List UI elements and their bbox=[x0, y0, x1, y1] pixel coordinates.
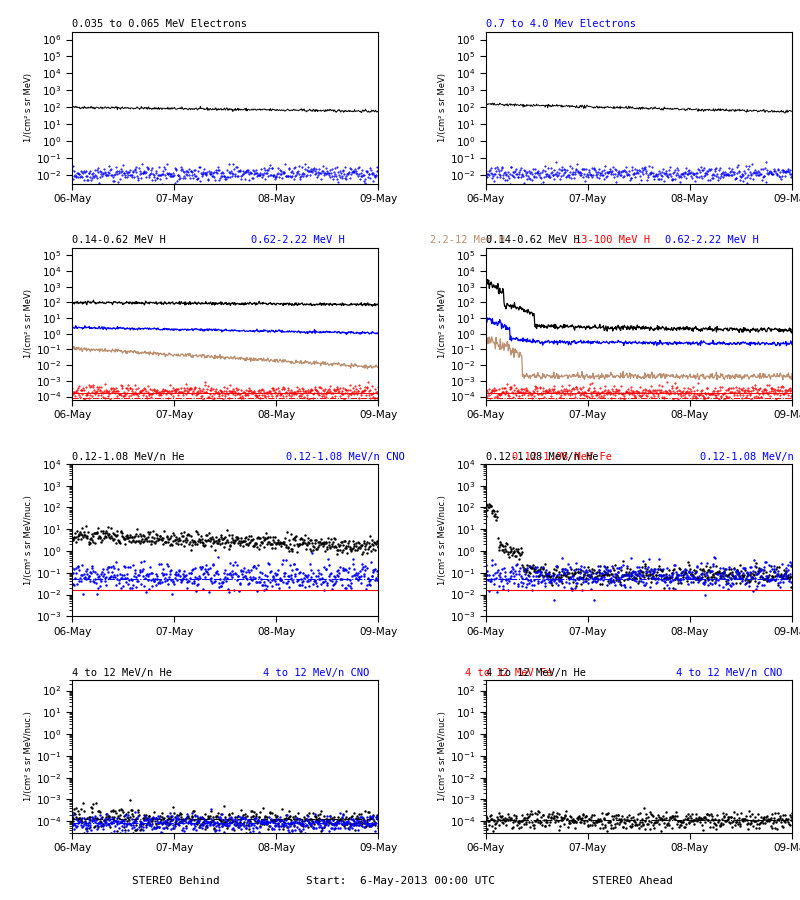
Text: 0.14-0.62 MeV H: 0.14-0.62 MeV H bbox=[486, 236, 579, 246]
Y-axis label: 1/(cm² s sr MeV): 1/(cm² s sr MeV) bbox=[25, 73, 34, 142]
Y-axis label: 1/(cm² s sr MeV/nuc.): 1/(cm² s sr MeV/nuc.) bbox=[438, 711, 447, 801]
Text: 2.2-12 MeV H: 2.2-12 MeV H bbox=[430, 236, 506, 246]
Text: 0.12-1.08 MeV/n CNO: 0.12-1.08 MeV/n CNO bbox=[700, 452, 800, 462]
Y-axis label: 1/(cm² s sr MeV/nuc.): 1/(cm² s sr MeV/nuc.) bbox=[24, 495, 34, 585]
Text: 4 to 12 MeV/n CNO: 4 to 12 MeV/n CNO bbox=[263, 668, 369, 678]
Y-axis label: 1/(cm² s sr MeV/nuc.): 1/(cm² s sr MeV/nuc.) bbox=[24, 711, 34, 801]
Text: 0.7 to 4.0 Mev Electrons: 0.7 to 4.0 Mev Electrons bbox=[486, 19, 636, 29]
Text: 0.12-1.08 MeV Fe: 0.12-1.08 MeV Fe bbox=[512, 452, 612, 462]
Text: 13-100 MeV H: 13-100 MeV H bbox=[574, 236, 650, 246]
Y-axis label: 1/(cm² s sr MeV): 1/(cm² s sr MeV) bbox=[438, 290, 447, 358]
Text: 0.14-0.62 MeV H: 0.14-0.62 MeV H bbox=[72, 236, 166, 246]
Text: 4 to 12 MeV/n CNO: 4 to 12 MeV/n CNO bbox=[677, 668, 782, 678]
Y-axis label: 1/(cm² s sr MeV): 1/(cm² s sr MeV) bbox=[24, 290, 34, 358]
Text: STEREO Ahead: STEREO Ahead bbox=[591, 876, 673, 886]
Y-axis label: 1/(cm² s sr MeV/nuc.): 1/(cm² s sr MeV/nuc.) bbox=[438, 495, 447, 585]
Text: 0.035 to 0.065 MeV Electrons: 0.035 to 0.065 MeV Electrons bbox=[72, 19, 247, 29]
Text: 0.62-2.22 MeV H: 0.62-2.22 MeV H bbox=[251, 236, 345, 246]
Y-axis label: 1/(cm² s sr MeV): 1/(cm² s sr MeV) bbox=[438, 73, 447, 142]
Text: 0.12-1.08 MeV/n CNO: 0.12-1.08 MeV/n CNO bbox=[286, 452, 405, 462]
Text: 4 to 12 MeV Fe: 4 to 12 MeV Fe bbox=[466, 668, 553, 678]
Text: 4 to 12 MeV/n He: 4 to 12 MeV/n He bbox=[486, 668, 586, 678]
Text: 4 to 12 MeV/n He: 4 to 12 MeV/n He bbox=[72, 668, 172, 678]
Text: 0.12-1.08 MeV/n He: 0.12-1.08 MeV/n He bbox=[486, 452, 598, 462]
Text: 0.12-1.08 MeV/n He: 0.12-1.08 MeV/n He bbox=[72, 452, 185, 462]
Text: STEREO Behind: STEREO Behind bbox=[132, 876, 220, 886]
Text: Start:  6-May-2013 00:00 UTC: Start: 6-May-2013 00:00 UTC bbox=[306, 876, 494, 886]
Text: 0.62-2.22 MeV H: 0.62-2.22 MeV H bbox=[665, 236, 758, 246]
